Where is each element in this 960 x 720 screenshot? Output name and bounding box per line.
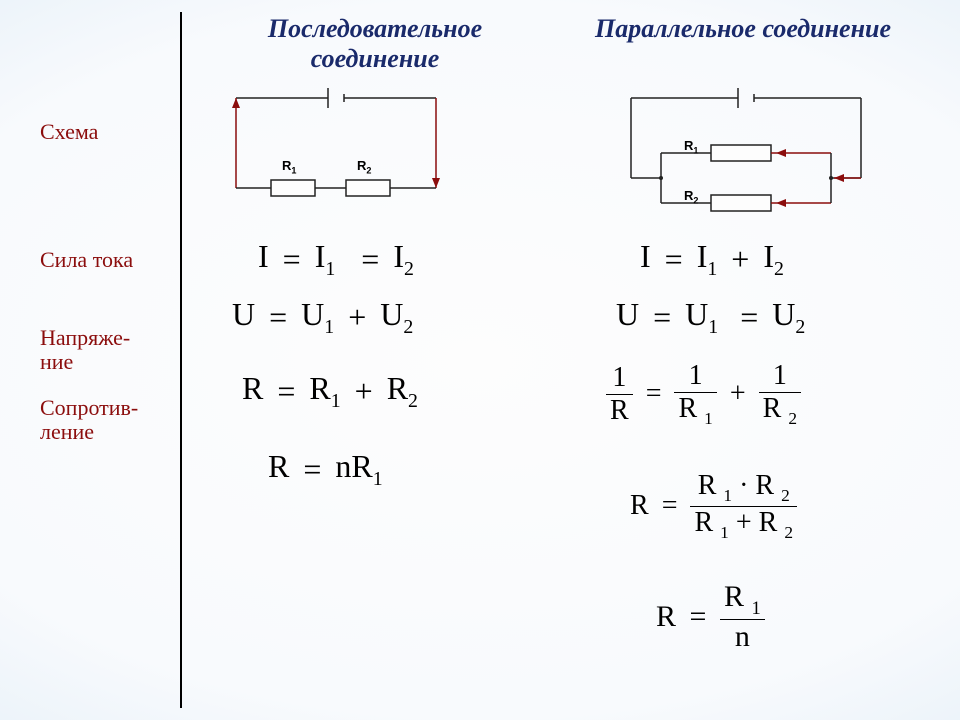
series-resistance2-formula: R = nR1 xyxy=(268,448,383,490)
series-r2-label: R2 xyxy=(357,158,371,176)
parallel-resistance2-formula: R = R 1 · R 2 R 1 + R 2 xyxy=(630,470,797,542)
parallel-resistance3-formula: R = R 1 n xyxy=(656,580,765,654)
frac-1-over-R2: 1 R 2 xyxy=(759,360,801,429)
parallel-circuit: R1 R2 xyxy=(616,88,876,218)
frac-R1R2-over-sum: R 1 · R 2 R 1 + R 2 xyxy=(690,470,797,542)
header-parallel: Параллельное соединение xyxy=(578,14,908,44)
series-voltage-formula: U = U1 + U2 xyxy=(232,296,413,338)
row-label-resistance: Сопротив- ление xyxy=(40,372,138,445)
series-circuit: R1 R2 xyxy=(216,88,456,208)
series-r1-label: R1 xyxy=(282,158,296,176)
frac-1-over-R1: 1 R 1 xyxy=(674,360,716,429)
vertical-divider xyxy=(180,12,182,708)
frac-R1-over-n: R 1 n xyxy=(720,580,765,654)
header-series-text: Последовательное соединение xyxy=(268,14,482,73)
content-root: Последовательное соединение Параллельное… xyxy=(0,0,960,720)
series-current-formula: I = I1 = I2 xyxy=(258,238,414,280)
parallel-current-formula: I = I1 + I2 xyxy=(640,238,784,280)
parallel-circuit-svg xyxy=(616,88,876,218)
series-resistance1-formula: R = R1 + R2 xyxy=(242,370,418,412)
row-label-current: Сила тока xyxy=(40,248,133,272)
series-circuit-svg xyxy=(216,88,456,208)
header-parallel-text: Параллельное соединение xyxy=(595,14,891,43)
parallel-voltage-formula: U = U1 = U2 xyxy=(616,296,805,338)
frac-1-over-R: 1 R xyxy=(606,362,633,427)
row-label-resistance-text: Сопротив- ление xyxy=(40,395,138,444)
parallel-resistance1-formula: 1 R = 1 R 1 + 1 R 2 xyxy=(606,360,801,429)
parallel-r2-label: R2 xyxy=(684,188,698,206)
header-series: Последовательное соединение xyxy=(210,14,540,74)
row-label-schema-text: Схема xyxy=(40,119,98,144)
row-label-schema: Схема xyxy=(40,120,98,144)
row-label-voltage-text: Напряже- ние xyxy=(40,325,130,374)
row-label-voltage: Напряже- ние xyxy=(40,302,130,375)
row-label-current-text: Сила тока xyxy=(40,247,133,272)
parallel-r1-label: R1 xyxy=(684,138,698,156)
